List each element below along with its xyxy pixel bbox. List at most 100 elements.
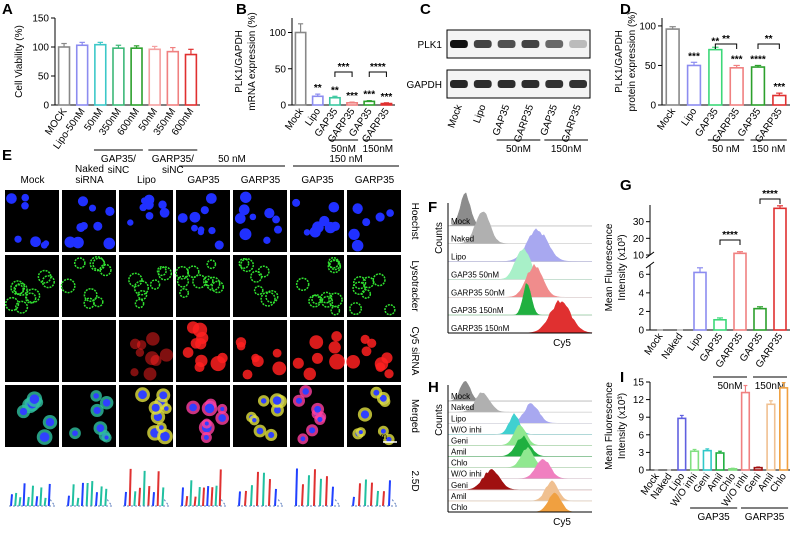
sirna xyxy=(192,322,208,338)
bar xyxy=(75,44,89,106)
error-bar xyxy=(717,317,723,320)
significance: **** xyxy=(722,230,738,241)
surface-peak xyxy=(358,483,361,507)
trace-label: Chlo xyxy=(451,503,468,512)
error-bar xyxy=(743,384,748,393)
surface-peak xyxy=(152,492,155,507)
significance: ** xyxy=(765,34,773,45)
lysosome xyxy=(60,278,76,294)
nucleus xyxy=(214,240,224,250)
significance: *** xyxy=(363,90,375,101)
error-bar xyxy=(757,306,763,309)
merged-nucleus xyxy=(93,393,99,399)
group-label: 150nM xyxy=(755,381,786,392)
column-label: Mock xyxy=(21,175,46,186)
lysosome xyxy=(157,266,173,281)
y-axis-label: Mean Fluorescence xyxy=(604,382,615,470)
nucleus xyxy=(145,212,154,220)
micrograph xyxy=(119,450,173,512)
micrograph xyxy=(233,450,287,512)
y-tick-label: 3 xyxy=(638,448,644,459)
sirna xyxy=(384,369,394,379)
y-axis-label: PLK1/GAPDH xyxy=(234,30,245,93)
significance: *** xyxy=(773,82,785,93)
significance: ** xyxy=(314,83,322,94)
bracket xyxy=(719,239,741,245)
group-label: 150 nM xyxy=(752,144,785,155)
merged-nucleus xyxy=(309,427,316,434)
bar xyxy=(708,48,723,106)
panel-letter: G xyxy=(620,177,632,194)
nucleus xyxy=(93,221,103,231)
surface-peak xyxy=(128,468,132,507)
micrograph xyxy=(5,385,59,447)
blot-box xyxy=(446,69,591,99)
micrograph xyxy=(5,450,59,512)
surface-peak xyxy=(382,491,385,507)
y-tick-label: 0 xyxy=(638,466,644,477)
merged-nucleus xyxy=(314,405,322,413)
bar xyxy=(773,207,787,331)
surface-peak xyxy=(313,469,316,507)
significance: *** xyxy=(688,51,700,62)
nucleus xyxy=(303,229,311,236)
bar xyxy=(166,50,180,106)
lysosome xyxy=(15,300,29,314)
band xyxy=(497,80,516,88)
lysosome xyxy=(352,281,366,295)
lysosome xyxy=(83,297,95,309)
cell-frame xyxy=(62,255,116,317)
bar xyxy=(689,450,700,471)
bar xyxy=(148,48,161,106)
nucleus xyxy=(77,196,89,207)
cell-frame xyxy=(119,255,173,317)
surface-peak xyxy=(244,490,247,507)
error-bar xyxy=(366,100,372,102)
column-label: Lipo xyxy=(137,175,156,186)
micrograph xyxy=(62,450,116,512)
panel-letter: C xyxy=(420,1,431,18)
nucleus xyxy=(319,215,330,227)
trace-label: Lipo xyxy=(451,253,467,262)
error-bar xyxy=(781,381,786,388)
y-tick-label: 0 xyxy=(43,101,49,112)
bar xyxy=(753,466,763,471)
lysosome xyxy=(25,292,37,304)
error-bar xyxy=(383,102,389,104)
bar xyxy=(693,271,707,331)
surface-peak xyxy=(181,487,184,507)
nucleus xyxy=(240,191,252,203)
significance: **** xyxy=(370,62,386,73)
nucleus xyxy=(328,201,340,213)
surface-peak xyxy=(238,491,241,507)
x-tick-label: Mock xyxy=(655,106,678,133)
bar xyxy=(766,403,776,471)
merged-nucleus xyxy=(252,418,257,423)
y-tick-label: 100 xyxy=(269,28,286,39)
lysosome xyxy=(73,257,86,269)
merged-nucleus xyxy=(379,394,387,402)
merged-nucleus xyxy=(204,403,215,414)
micrograph xyxy=(176,385,230,447)
y-tick-label: 150 xyxy=(32,14,49,25)
lysosome xyxy=(253,285,264,296)
nucleus xyxy=(143,194,155,206)
surface-peak xyxy=(35,496,39,507)
surface-peak xyxy=(147,485,151,507)
micrograph xyxy=(119,255,173,317)
surface-peak xyxy=(161,487,165,507)
micrograph xyxy=(175,255,230,317)
sirna xyxy=(182,347,194,358)
column-label: GAP35 xyxy=(187,175,220,186)
row-label: Lysotracker xyxy=(409,260,420,312)
bar xyxy=(728,468,738,471)
trace-label: Naked xyxy=(451,235,474,244)
cell-frame xyxy=(176,255,230,317)
merged-nucleus xyxy=(273,406,281,414)
error-bar xyxy=(705,448,710,451)
surface-peak xyxy=(274,488,277,507)
nucleus xyxy=(205,193,217,204)
error-bar xyxy=(79,41,85,46)
trace-label: Naked xyxy=(451,403,474,412)
lysosome xyxy=(156,266,167,277)
